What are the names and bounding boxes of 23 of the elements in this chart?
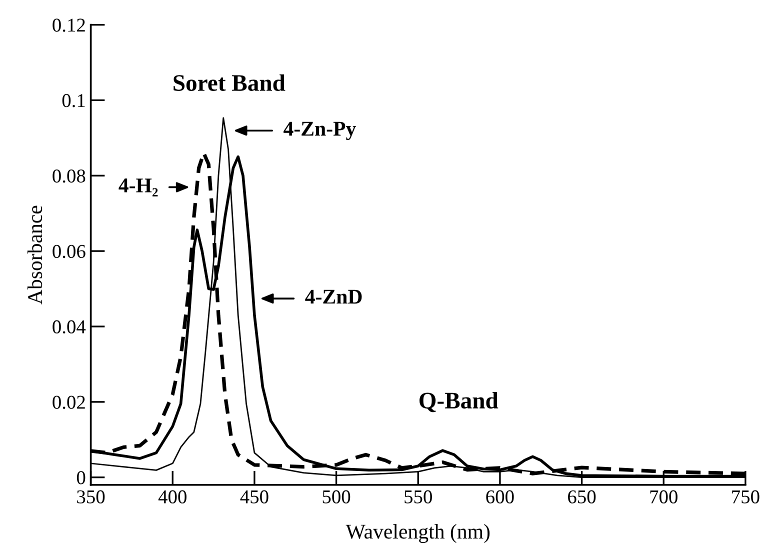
annotation: 4-ZnD [305,290,362,304]
x-tick-label: 600 [486,490,514,504]
y-tick-label: 0.12 [52,18,85,32]
y-tick-label: 0.06 [52,244,86,258]
y-tick-label: 0.08 [52,169,86,183]
x-tick-label: 400 [158,490,186,504]
x-tick-label: 500 [322,490,350,504]
x-tick-label: 750 [732,490,760,504]
annotation: 4-Zn-Py [284,122,356,140]
y-tick-label: 0.04 [52,320,86,334]
y-tick-label: 0 [76,471,86,484]
x-tick-label: 650 [568,490,596,504]
annotation: Soret Band [174,74,286,91]
y-axis-title: Absorbance [27,206,42,304]
x-tick-label: 350 [77,490,105,504]
annotation: 4-H₂ [118,178,158,196]
y-tick-label: 0.02 [52,396,85,409]
x-tick-label: 450 [240,490,268,504]
x-tick-label: 550 [404,490,432,504]
x-tick-label: 700 [650,490,678,504]
x-axis-title: Wavelength (nm) [346,524,490,543]
y-tick-label: 0.1 [62,94,85,108]
annotation: Q-Band [420,392,498,412]
